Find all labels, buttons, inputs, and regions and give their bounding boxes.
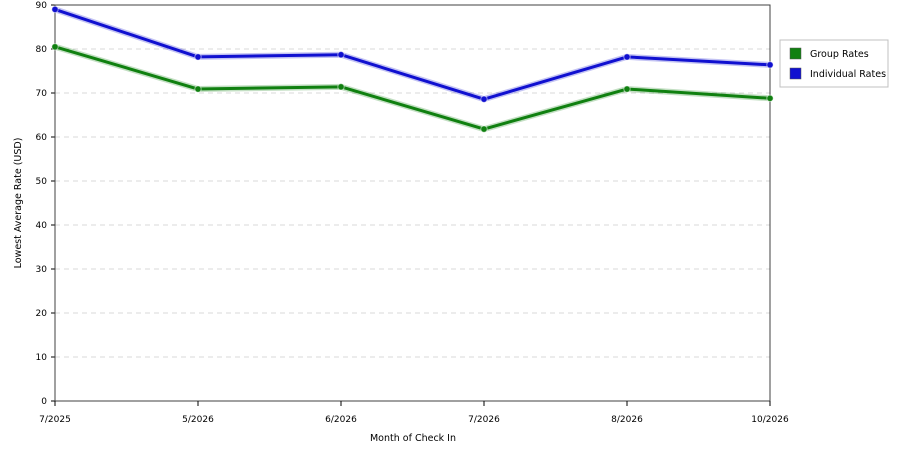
y-axis-title: Lowest Average Rate (USD) bbox=[13, 138, 24, 269]
data-point bbox=[480, 125, 488, 133]
data-point bbox=[194, 53, 202, 61]
legend-label: Group Rates bbox=[810, 49, 869, 60]
x-axis-title: Month of Check In bbox=[370, 433, 456, 444]
y-tick-label: 80 bbox=[36, 45, 48, 55]
x-tick-label: 7/2026 bbox=[468, 415, 500, 425]
data-point bbox=[623, 85, 631, 93]
y-tick-label: 0 bbox=[41, 397, 47, 407]
data-point bbox=[623, 53, 631, 61]
y-tick-labels: 0 10 20 30 40 50 60 70 80 90 bbox=[36, 1, 48, 407]
y-tick-label: 50 bbox=[36, 177, 48, 187]
series-line-halo bbox=[54, 6, 771, 103]
data-point bbox=[480, 95, 488, 103]
data-point bbox=[766, 94, 774, 102]
legend-swatch bbox=[789, 67, 802, 80]
data-point bbox=[51, 43, 59, 51]
grid-lines bbox=[55, 48, 770, 358]
x-tick-label: 10/2026 bbox=[751, 415, 789, 425]
y-tick-label: 20 bbox=[36, 309, 48, 319]
data-point bbox=[766, 61, 774, 69]
legend-swatch bbox=[789, 47, 802, 60]
series-line bbox=[54, 7, 771, 101]
y-tick-label: 10 bbox=[36, 353, 48, 363]
y-tick-label: 30 bbox=[36, 265, 48, 275]
x-tick-label: 7/2025 bbox=[39, 415, 71, 425]
x-tick-label: 6/2026 bbox=[325, 415, 357, 425]
axes bbox=[51, 4, 771, 406]
legend: Group Rates Individual Rates bbox=[779, 39, 889, 88]
series-line bbox=[54, 45, 771, 131]
plot-frame bbox=[54, 4, 771, 402]
x-tick-label: 5/2026 bbox=[182, 415, 214, 425]
data-point bbox=[51, 5, 59, 14]
x-tick-label: 8/2026 bbox=[611, 415, 643, 425]
x-tick-labels: 7/2025 5/2026 6/2026 7/2026 8/2026 10/2026 bbox=[39, 415, 789, 425]
y-tick-label: 60 bbox=[36, 133, 48, 143]
legend-label: Individual Rates bbox=[810, 69, 886, 80]
series-lines bbox=[51, 5, 774, 133]
data-point bbox=[337, 83, 345, 91]
y-tick-label: 70 bbox=[36, 89, 48, 99]
y-tick-label: 40 bbox=[36, 221, 48, 231]
y-tick-label: 90 bbox=[36, 1, 48, 11]
data-point bbox=[337, 51, 345, 59]
data-point bbox=[194, 85, 202, 93]
